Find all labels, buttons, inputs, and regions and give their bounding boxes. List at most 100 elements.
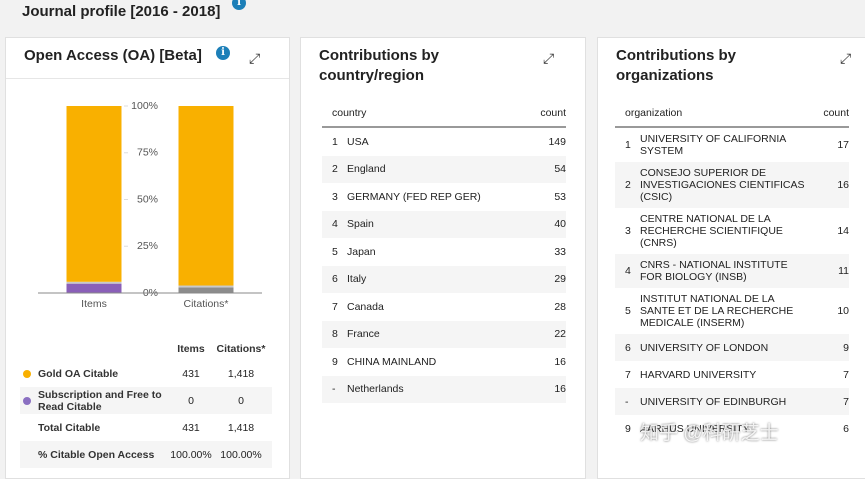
cell: 100.00% — [170, 448, 212, 461]
table-row: Gold OA Citable 431 1,418 — [20, 360, 272, 387]
table-row: 7 HARVARD UNIVERSITY 7 — [615, 361, 849, 388]
country-table: country count 1 USA 149 2 England 54 3 GERMANY (F… — [322, 100, 566, 403]
watermark: 知乎 @科研芝士 — [640, 423, 779, 444]
count: 16 — [554, 355, 566, 368]
rank: 2 — [625, 179, 631, 191]
table-row: 6 UNIVERSITY OF LONDON 9 — [615, 334, 849, 361]
count: 16 — [554, 383, 566, 396]
table-row: 3 GERMANY (FED REP GER) 53 — [322, 183, 566, 211]
bar-segment — [66, 283, 122, 293]
row-name: CENTRE NATIONAL DE LA RECHERCHE SCIENTIF… — [640, 213, 783, 249]
row-name: Spain — [347, 218, 374, 231]
bar-segment — [178, 106, 234, 286]
cell: 100.00% — [220, 448, 262, 461]
count: 11 — [838, 265, 849, 277]
panel-title: Contributions by country/region — [319, 47, 439, 84]
rank: 9 — [625, 422, 631, 435]
expand-button[interactable]: ⤢ — [249, 50, 261, 66]
y-tick-label: 100% — [131, 100, 158, 112]
legend-dot — [23, 396, 31, 405]
cell: 0 — [188, 394, 194, 407]
oa-table: Items Citations* Gold OA Citable 431 1,418 Su… — [20, 338, 272, 468]
rank: 6 — [332, 273, 338, 286]
row-name: UNIVERSITY OF CALIFORNIA SYSTEM — [640, 133, 786, 157]
row-name: USA — [347, 135, 369, 148]
bar-segment — [178, 287, 234, 293]
rank: 4 — [625, 265, 631, 277]
rank: - — [625, 395, 629, 408]
table-row: 5 Japan 33 — [322, 238, 566, 266]
row-name: France — [347, 328, 380, 341]
table-row: - Netherlands 16 — [322, 375, 566, 403]
row-name: UNIVERSITY OF LONDON — [640, 341, 769, 354]
row-name: CHINA MAINLAND — [347, 355, 437, 368]
bar-segment — [66, 106, 122, 282]
count: 28 — [554, 300, 566, 313]
page: Journal profile [2016 - 2018] i Open Acc… — [5, 0, 865, 479]
count: 16 — [837, 179, 849, 191]
row-name: Canada — [347, 300, 384, 313]
table-row: 9 AARHUS UNIVERSITY 6 — [615, 415, 849, 442]
column-header: organization — [625, 107, 683, 119]
row-name: Netherlands — [347, 383, 404, 396]
panel-title: Open Access (OA) [Beta] — [24, 47, 202, 64]
count: 53 — [554, 190, 566, 203]
row-name: England — [347, 163, 386, 176]
row-name: HARVARD UNIVERSITY — [640, 368, 757, 381]
cell: 431 — [182, 421, 200, 434]
table-row: 4 Spain 40 — [322, 210, 566, 238]
rank: 2 — [332, 163, 338, 176]
bar-segment — [66, 281, 122, 284]
row-name: Italy — [347, 273, 367, 286]
x-tick-label: Citations* — [184, 298, 229, 310]
count: 33 — [554, 245, 566, 258]
legend-dot — [23, 451, 31, 459]
rank: - — [332, 383, 336, 396]
count: 22 — [554, 328, 566, 341]
expand-button[interactable]: ⤢ — [840, 50, 852, 66]
count: 14 — [837, 225, 849, 237]
count: 40 — [554, 218, 566, 231]
panel-title: Contributions by organizations — [616, 47, 736, 84]
table-row: - UNIVERSITY OF EDINBURGH 7 — [615, 388, 849, 415]
table-row: % Citable Open Access 100.00% 100.00% — [20, 441, 272, 468]
table-row: 2 CONSEJO SUPERIOR DE INVESTIGACIONES CIE… — [615, 162, 849, 208]
y-tick-label: 50% — [137, 193, 158, 205]
count: 6 — [843, 422, 849, 435]
row-name: INSTITUT NATIONAL DE LA SANTE ET DE LA R… — [640, 293, 794, 329]
row-name: Japan — [347, 245, 376, 258]
rank: 7 — [332, 300, 338, 313]
rank: 1 — [625, 139, 631, 151]
rank: 8 — [332, 328, 338, 341]
table-header: country count — [322, 100, 566, 128]
rank: 7 — [625, 368, 631, 381]
divider — [6, 78, 289, 79]
column-header: country — [332, 107, 367, 119]
table-row: 6 Italy 29 — [322, 265, 566, 293]
oa-chart: 0%25%50%75%100%Items Citations* — [38, 100, 262, 310]
legend-dot — [23, 369, 31, 378]
bar-segment — [178, 285, 234, 288]
count: 17 — [837, 139, 849, 151]
rank: 5 — [332, 245, 338, 258]
column-header: Citations* — [216, 343, 266, 355]
info-icon[interactable]: i — [216, 46, 230, 60]
cell: 0 — [238, 394, 244, 407]
y-tick-label: 25% — [137, 240, 158, 252]
rank: 3 — [332, 190, 338, 203]
expand-button[interactable]: ⤢ — [543, 50, 555, 66]
country-panel: Contributions by country/region ⤢ — [300, 37, 586, 479]
count: 149 — [548, 135, 566, 148]
info-icon[interactable]: i — [232, 0, 246, 10]
rank: 9 — [332, 355, 338, 368]
table-row: Subscription and Free to Read Citable 0 0 — [20, 387, 272, 414]
count: 9 — [843, 341, 849, 354]
count: 7 — [843, 368, 849, 381]
cell: 1,418 — [227, 367, 255, 380]
table-row: 7 Canada 28 — [322, 293, 566, 321]
rank: 3 — [625, 225, 631, 237]
row-name: GERMANY (FED REP GER) — [347, 190, 481, 203]
rank: 4 — [332, 218, 338, 231]
row-name: CNRS - NATIONAL INSTITUTE FOR BIOLOGY (I… — [640, 259, 788, 283]
table-row: 4 CNRS - NATIONAL INSTITUTE FOR BIOLOGY (… — [615, 254, 849, 288]
